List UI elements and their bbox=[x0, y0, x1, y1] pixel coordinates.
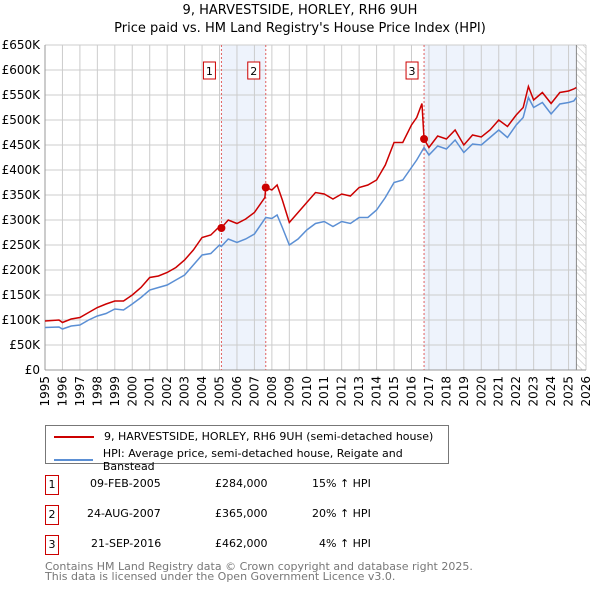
x-tick-label: 2009 bbox=[282, 376, 296, 407]
x-tick-label: 1996 bbox=[55, 376, 69, 407]
y-tick-label: £0 bbox=[25, 363, 40, 377]
y-tick-label: £250K bbox=[2, 238, 42, 252]
y-tick-label: £300K bbox=[2, 213, 42, 227]
transaction-hpi: 15% ↑ HPI bbox=[312, 477, 371, 490]
chart-plot: 1995 1996 1997 1998 1999 2000 2001 2002 2003 2004… bbox=[2, 38, 593, 407]
transaction-hpi: 20% ↑ HPI bbox=[312, 507, 371, 520]
x-tick-label: 2011 bbox=[317, 376, 331, 407]
transaction-number: 1 bbox=[45, 475, 59, 495]
x-tick-label: 2006 bbox=[230, 376, 244, 407]
x-tick-label: 2002 bbox=[160, 376, 174, 407]
y-tick-label: £650K bbox=[2, 38, 42, 52]
x-tick-label: 2016 bbox=[404, 376, 418, 407]
x-tick-label: 2024 bbox=[544, 376, 558, 407]
x-tick-label: 2023 bbox=[527, 376, 541, 407]
sale-marker-label: 1 bbox=[206, 65, 213, 78]
hpi-line bbox=[44, 95, 578, 330]
x-tick-label: 2018 bbox=[439, 376, 453, 407]
sale-marker-box bbox=[202, 61, 216, 80]
transaction-hpi: 4% ↑ HPI bbox=[319, 537, 371, 550]
x-tick-label: 2008 bbox=[265, 376, 279, 407]
x-tick-label: 1998 bbox=[90, 376, 104, 407]
forecast-hatch bbox=[576, 45, 586, 370]
x-tick-label: 2000 bbox=[125, 376, 139, 407]
y-tick-label: £450K bbox=[2, 138, 42, 152]
legend-label: HPI: Average price, semi-detached house,… bbox=[102, 447, 403, 473]
x-tick-label: 2017 bbox=[422, 376, 436, 407]
legend-label: 9, HARVESTSIDE, HORLEY, RH6 9UH (semi-de… bbox=[104, 430, 434, 443]
x-tick-label: 2015 bbox=[387, 376, 401, 407]
shaded-period bbox=[221, 45, 266, 370]
y-tick-label: £500K bbox=[2, 113, 42, 127]
legend-swatch-red bbox=[54, 435, 94, 438]
transaction-number: 2 bbox=[45, 505, 59, 525]
transaction-date: 24-AUG-2007 bbox=[87, 507, 161, 520]
transaction-price: £284,000 bbox=[215, 477, 268, 490]
transaction-date: 21-SEP-2016 bbox=[91, 537, 162, 550]
x-tick-label: 2025 bbox=[562, 376, 576, 407]
transaction-date: 09-FEB-2005 bbox=[90, 477, 161, 490]
transaction-price: £462,000 bbox=[215, 537, 268, 550]
x-tick-label: 2019 bbox=[457, 376, 471, 407]
y-tick-label: £400K bbox=[2, 163, 42, 177]
y-tick-label: £550K bbox=[2, 88, 42, 102]
legend-item-hpi: HPI: Average price, semi-detached house,… bbox=[54, 447, 448, 473]
transaction-price: £365,000 bbox=[215, 507, 268, 520]
x-tick-label: 2026 bbox=[579, 376, 593, 407]
legend-item-property: 9, HARVESTSIDE, HORLEY, RH6 9UH (semi-de… bbox=[54, 430, 433, 443]
sale-marker-box bbox=[405, 61, 419, 80]
y-tick-label: £350K bbox=[2, 188, 42, 202]
y-tick-label: £100K bbox=[2, 313, 42, 327]
x-tick-label: 2003 bbox=[178, 376, 192, 407]
chart-subtitle: Price paid vs. HM Land Registry's House … bbox=[114, 21, 486, 36]
footer-licence: This data is licensed under the Open Gov… bbox=[45, 570, 396, 583]
y-tick-label: £600K bbox=[2, 63, 42, 77]
sale-point bbox=[261, 183, 270, 192]
footer-copyright: Contains HM Land Registry data © Crown c… bbox=[45, 560, 473, 573]
legend: 9, HARVESTSIDE, HORLEY, RH6 9UH (semi-de… bbox=[45, 425, 449, 473]
property-price-line bbox=[44, 84, 577, 324]
x-tick-label: 2021 bbox=[492, 376, 506, 407]
y-tick-label: £200K bbox=[2, 263, 42, 277]
chart-title: 9, HARVESTSIDE, HORLEY, RH6 9UH bbox=[182, 3, 418, 18]
sale-marker-label: 2 bbox=[250, 65, 257, 78]
x-tick-label: 2022 bbox=[509, 376, 523, 407]
transaction-number: 3 bbox=[45, 535, 59, 555]
sale-point bbox=[217, 224, 226, 232]
shaded-period bbox=[424, 45, 577, 370]
x-tick-label: 2010 bbox=[300, 376, 314, 407]
y-tick-label: £50K bbox=[9, 338, 41, 352]
sale-marker-label: 3 bbox=[409, 65, 416, 78]
x-tick-label: 2004 bbox=[195, 376, 209, 407]
x-tick-label: 2007 bbox=[247, 376, 261, 407]
x-tick-label: 2001 bbox=[143, 376, 157, 407]
y-tick-label: £150K bbox=[2, 288, 42, 302]
x-tick-label: 2013 bbox=[352, 376, 366, 407]
x-tick-label: 2020 bbox=[474, 376, 488, 407]
x-tick-label: 1997 bbox=[73, 376, 87, 407]
x-tick-label: 2014 bbox=[370, 376, 384, 407]
x-tick-label: 1995 bbox=[38, 376, 52, 407]
sale-marker-box bbox=[247, 61, 261, 80]
x-tick-label: 2012 bbox=[335, 376, 349, 407]
x-tick-label: 2005 bbox=[213, 376, 227, 407]
legend-swatch-blue bbox=[54, 459, 93, 461]
sale-point bbox=[420, 135, 429, 143]
x-tick-label: 1999 bbox=[108, 376, 122, 407]
